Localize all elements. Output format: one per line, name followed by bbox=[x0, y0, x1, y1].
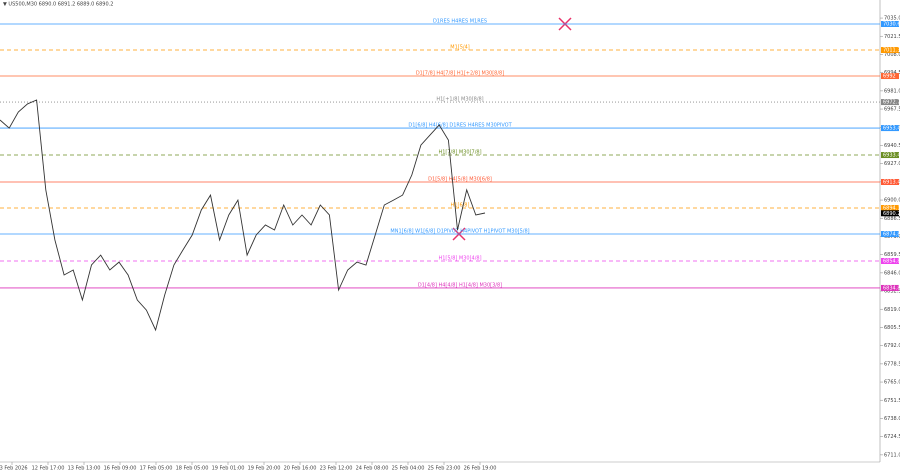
x-tick-label: 25 Feb 23:00 bbox=[428, 466, 461, 472]
y-tick-label: 7008.0 bbox=[884, 52, 900, 58]
x-tick-label: 25 Feb 04:00 bbox=[392, 466, 425, 472]
level-label: MN1[6/8] W1[6/8] D1PIVOT H4PIVOT H1PIVOT… bbox=[390, 229, 529, 235]
y-tick-label: 6900.0 bbox=[884, 198, 900, 204]
x-tick-label: 26 Feb 19:00 bbox=[464, 466, 497, 472]
price-tag bbox=[881, 125, 899, 132]
price-tag-label: 6913.4 bbox=[883, 179, 900, 185]
price-tag-label: 6834.8 bbox=[883, 285, 900, 291]
x-tick-label: 19 Feb 20:00 bbox=[248, 466, 281, 472]
y-tick-label: 7021.5 bbox=[884, 34, 900, 40]
y-tick-label: 6805.5 bbox=[884, 325, 900, 331]
level-label: D1[4/8] H4[4/8] H1[4/8] M30[3/8] bbox=[418, 282, 502, 288]
x-tick-label: 16 Feb 09:00 bbox=[104, 466, 137, 472]
x-tick-label: 18 Feb 05:00 bbox=[176, 466, 209, 472]
price-tag bbox=[881, 231, 899, 238]
x-tick-label: 23 Feb 12:00 bbox=[320, 466, 353, 472]
level-label: H1[6/8] bbox=[451, 203, 470, 209]
x-tick-label: 17 Feb 05:00 bbox=[140, 466, 173, 472]
price-line bbox=[0, 99, 486, 332]
y-tick-label: 6778.5 bbox=[884, 361, 900, 367]
y-tick-label: 6711.0 bbox=[884, 452, 900, 458]
price-tag bbox=[881, 257, 899, 264]
price-tag-label: 6894.1 bbox=[883, 206, 900, 212]
level-label: D1[7/8] H4[7/8] H1[+2/8] M30[8/8] bbox=[416, 71, 504, 77]
last-price-label: 6890.2 bbox=[883, 211, 900, 217]
level-label: H1[+1/8] M30[8/8] bbox=[436, 97, 483, 103]
y-tick-label: 6940.5 bbox=[884, 143, 900, 149]
level-label: D1RES H4RES M1RES bbox=[433, 18, 487, 24]
price-tag-label: 6972.7 bbox=[883, 100, 900, 106]
x-tick-label: 24 Feb 08:00 bbox=[356, 466, 389, 472]
y-tick-label: 6724.5 bbox=[884, 434, 900, 440]
x-tick-label: 12 Feb 17:00 bbox=[32, 466, 65, 472]
y-tick-label: 6765.0 bbox=[884, 380, 900, 386]
x-tick-label: 19 Feb 01:00 bbox=[212, 466, 245, 472]
y-tick-label: 6886.5 bbox=[884, 216, 900, 222]
price-tag-label: 6953.4 bbox=[883, 126, 900, 132]
chart-title: ▼ US500,M30 6890.0 6891.2 6889.0 6890.2 bbox=[3, 2, 113, 8]
price-tag bbox=[881, 20, 899, 27]
y-tick-label: 6859.5 bbox=[884, 252, 900, 258]
y-tick-label: 6792.0 bbox=[884, 343, 900, 349]
price-tag-label: 6854.8 bbox=[883, 258, 900, 264]
y-tick-label: 6981.0 bbox=[884, 88, 900, 94]
level-label: M1[5/4] bbox=[450, 45, 469, 51]
y-tick-label: 6751.5 bbox=[884, 398, 900, 404]
y-tick-label: 6738.0 bbox=[884, 416, 900, 422]
price-tag bbox=[881, 205, 899, 212]
y-tick-label: 6967.5 bbox=[884, 107, 900, 113]
price-tag bbox=[881, 73, 899, 80]
last-price-tag bbox=[881, 210, 899, 217]
y-tick-label: 6927.0 bbox=[884, 161, 900, 167]
x-tick-label: 13 Feb 2026 bbox=[0, 466, 28, 472]
price-tag bbox=[881, 178, 899, 185]
price-tag-label: 6874.8 bbox=[883, 232, 900, 238]
level-label: D1[5/8] H4[5/8] M30[6/8] bbox=[428, 176, 492, 182]
level-label: H1[5/8] M30[4/8] bbox=[438, 255, 481, 261]
price-tag-label: 6933.4 bbox=[883, 153, 900, 159]
y-tick-label: 7035.0 bbox=[884, 16, 900, 22]
price-tag-label: 7030.6 bbox=[883, 21, 900, 27]
price-tag bbox=[881, 99, 899, 106]
y-tick-label: 6832.5 bbox=[884, 289, 900, 295]
price-tag-label: 6992 bbox=[883, 74, 896, 80]
price-tag bbox=[881, 284, 899, 291]
y-tick-label: 6846.0 bbox=[884, 270, 900, 276]
price-tag-label: 7011.3 bbox=[883, 48, 900, 54]
y-tick-label: 6819.0 bbox=[884, 307, 900, 313]
x-tick-label: 20 Feb 16:00 bbox=[284, 466, 317, 472]
level-label: H1[7/8] M30[7/8] bbox=[438, 150, 481, 156]
x-tick-label: 13 Feb 13:00 bbox=[68, 466, 101, 472]
price-tag bbox=[881, 152, 899, 159]
price-tag bbox=[881, 47, 899, 54]
level-label: D1[6/8] H4[6/8] D1RES H4RES M30PIVOT bbox=[408, 123, 512, 129]
